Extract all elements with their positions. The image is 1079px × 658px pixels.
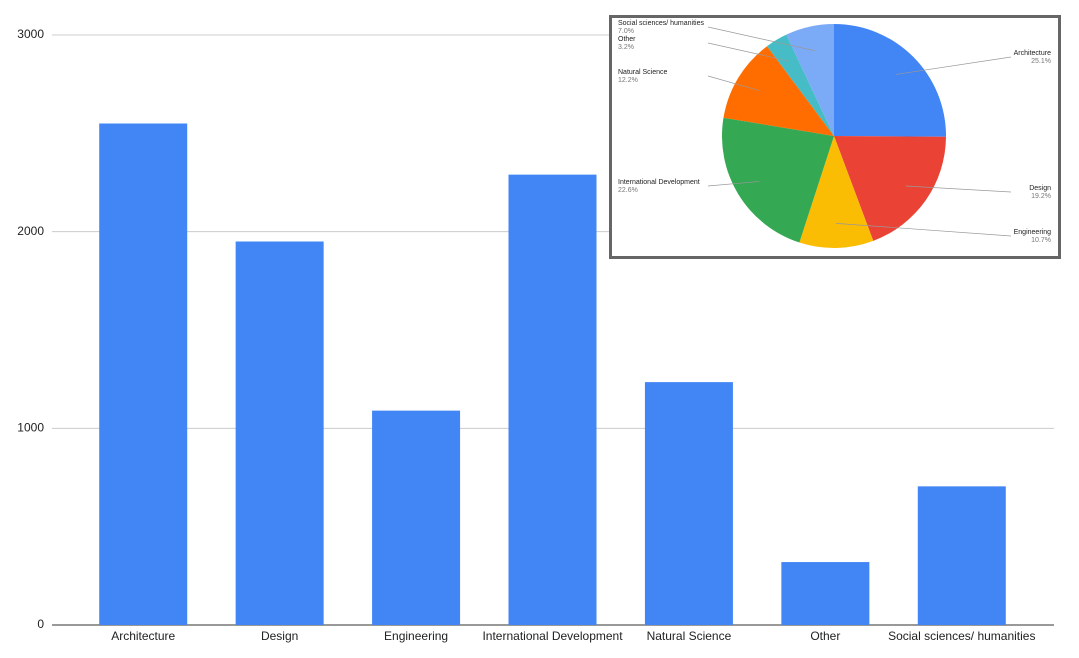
bar xyxy=(235,241,324,625)
y-tick-label: 1000 xyxy=(17,421,44,435)
leader-line xyxy=(895,56,1012,75)
pie-slice xyxy=(723,46,834,136)
pie-label: Natural Science xyxy=(618,69,668,76)
pie-slice xyxy=(786,24,834,136)
x-tick-label: Other xyxy=(810,629,840,643)
leader-line xyxy=(707,42,790,62)
pie-value-label: 22.6% xyxy=(618,187,638,194)
leader-line xyxy=(905,185,1012,193)
pie-label: Engineering xyxy=(1014,229,1051,236)
bar xyxy=(372,410,461,625)
pie-value-label: 10.7% xyxy=(1031,237,1051,244)
pie-value-label: 12.2% xyxy=(618,77,638,84)
bar xyxy=(644,382,733,625)
pie-label: International Development xyxy=(618,179,700,186)
pie-label: Social sciences/ humanities xyxy=(618,20,704,27)
pie-value-label: 19.2% xyxy=(1031,193,1051,200)
pie-label: Design xyxy=(1029,185,1051,192)
x-tick-label: Social sciences/ humanities xyxy=(888,629,1035,643)
x-tick-label: Architecture xyxy=(111,629,175,643)
leader-line xyxy=(707,26,816,52)
bar xyxy=(508,174,597,625)
y-tick-label: 2000 xyxy=(17,224,44,238)
x-tick-label: Engineering xyxy=(384,629,448,643)
leader-line xyxy=(835,222,1012,237)
pie-slice xyxy=(834,136,946,241)
pie-value-label: 7.0% xyxy=(618,28,634,35)
pie-slice xyxy=(722,117,834,243)
y-tick-label: 0 xyxy=(37,617,44,631)
bar xyxy=(917,486,1006,625)
pie-value-label: 3.2% xyxy=(618,44,634,51)
pie-label: Architecture xyxy=(1014,50,1051,57)
pie-label: Other xyxy=(618,36,636,43)
y-tick-label: 3000 xyxy=(17,27,44,41)
leader-line xyxy=(707,75,760,91)
bar xyxy=(781,562,870,625)
bar-chart: 0 1000 2000 3000 Architecture Design Engineeri… xyxy=(17,27,1054,643)
x-tick-label: Natural Science xyxy=(647,629,732,643)
pie-slice xyxy=(834,24,946,137)
bar xyxy=(99,123,188,625)
x-tick-label: Design xyxy=(261,629,298,643)
x-tick-label: International Development xyxy=(482,629,623,643)
leader-line xyxy=(707,181,760,187)
pie-chart: Architecture25.1%Design19.2%Engineering1… xyxy=(618,20,1051,249)
pie-value-label: 25.1% xyxy=(1031,58,1051,65)
pie-slice xyxy=(799,136,874,249)
